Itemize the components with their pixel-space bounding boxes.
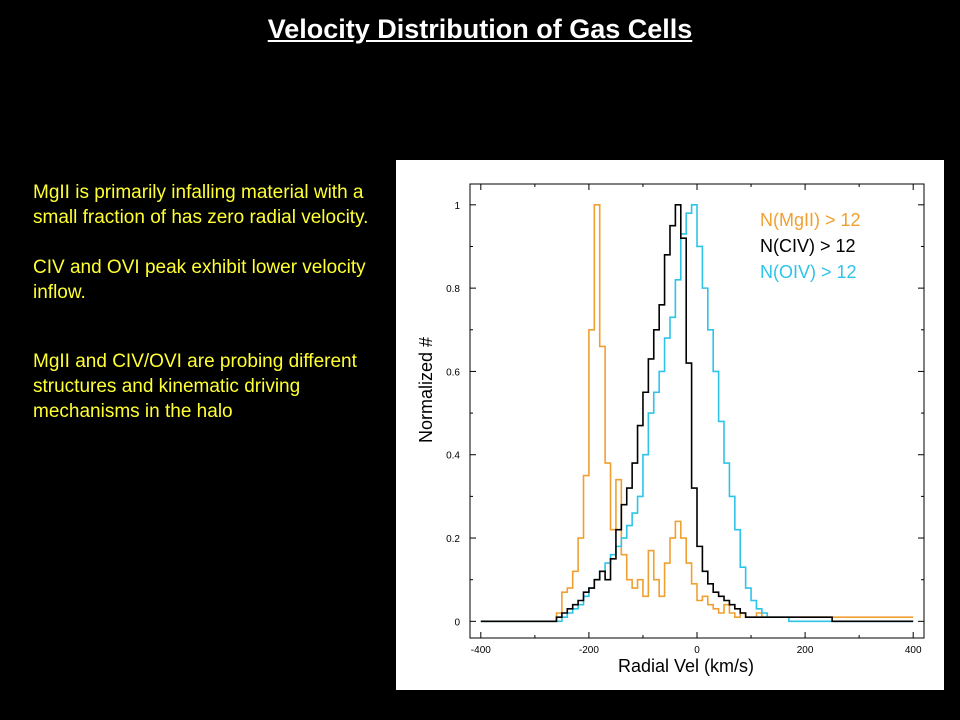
y-tick-label: 0.6 [446, 367, 460, 378]
series-n-civ-12 [480, 204, 914, 623]
x-tick-label: 200 [797, 645, 814, 656]
x-tick-label: 400 [905, 645, 922, 656]
y-tick-label: 0.8 [446, 284, 460, 295]
legend-entry: N(OIV) > 12 [760, 262, 857, 282]
x-tick-label: -400 [471, 645, 491, 656]
plot-frame [469, 183, 925, 639]
y-tick-label: 0 [454, 617, 460, 628]
chart-legend: N(MgII) > 12 N(CIV) > 12 N(OIV) > 12 [760, 210, 861, 282]
chart-panel: -400 -200 0 200 400 0 0.2 0.4 0.6 0.8 1 Radial Vel… [396, 160, 944, 690]
x-axis-label: Radial Vel (km/s) [618, 656, 754, 676]
note-structures: MgII and CIV/OVI are probing different s… [33, 351, 357, 422]
y-tick-label: 1 [454, 201, 460, 212]
series-layer [480, 204, 914, 623]
note-mg2: MgII is primarily infalling material wit… [33, 182, 369, 228]
note-civ-ovi: CIV and OVI peak exhibit lower velocity … [33, 257, 366, 303]
y-tick-label: 0.4 [446, 451, 460, 462]
legend-entry: N(MgII) > 12 [760, 210, 861, 230]
page-title: Velocity Distribution of Gas Cells [267, 14, 693, 44]
legend-entry: N(CIV) > 12 [760, 236, 856, 256]
y-axis-label: Normalized # [416, 337, 436, 443]
x-tick-label: 0 [694, 645, 700, 656]
y-tick-label: 0.2 [446, 534, 460, 545]
velocity-chart: -400 -200 0 200 400 0 0.2 0.4 0.6 0.8 1 Radial Vel… [416, 183, 925, 676]
x-tick-label: -200 [579, 645, 599, 656]
axis-ticks: -400 -200 0 200 400 0 0.2 0.4 0.6 0.8 1 [446, 184, 924, 656]
notes-text: MgII is primarily infalling material wit… [33, 180, 393, 449]
